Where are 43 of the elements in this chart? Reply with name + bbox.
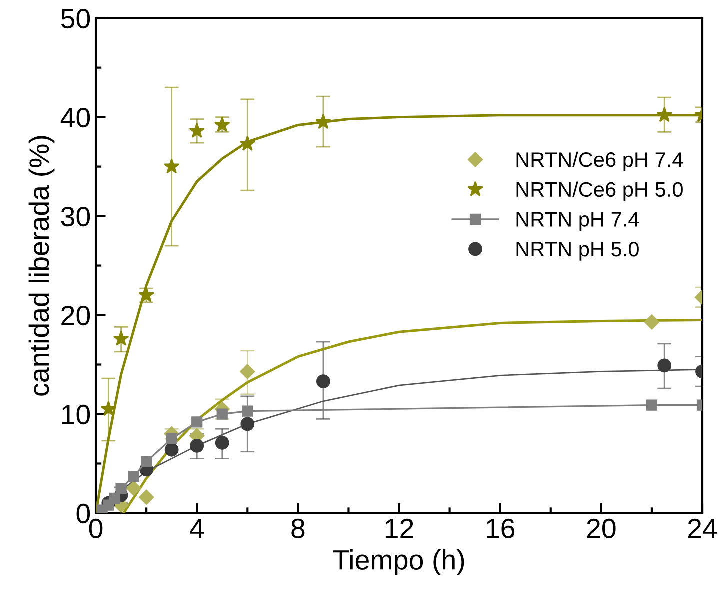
y-tick-label: 50: [61, 9, 90, 29]
point: [658, 358, 672, 373]
y-tick-label: 20: [62, 306, 90, 326]
legend-label: NRTN/Ce6 pH 5.0: [516, 182, 683, 202]
point: [164, 158, 180, 174]
x-tick-label: 20: [587, 518, 616, 539]
x-tick-label: 24: [688, 518, 718, 538]
y-tick-label: 40: [60, 108, 90, 128]
point: [644, 314, 660, 330]
point: [315, 114, 332, 130]
point: [141, 456, 152, 468]
point: [656, 107, 673, 122]
point: [128, 471, 140, 482]
y-axis-title: cantidad liberada (%): [28, 136, 55, 396]
point: [113, 330, 130, 346]
point: [646, 400, 658, 411]
point: [215, 436, 230, 450]
point: [138, 490, 154, 505]
point: [242, 406, 254, 417]
x-tick-label: 4: [190, 519, 204, 538]
x-tick-label: 16: [487, 518, 515, 539]
point: [100, 400, 117, 416]
legend-label: NRTN pH 7.4: [516, 212, 640, 232]
point: [316, 374, 330, 389]
point: [189, 122, 206, 138]
x-tick-label: 12: [386, 518, 414, 538]
point: [240, 417, 255, 432]
legend-label: NRTN pH 5.0: [516, 242, 639, 261]
y-tick-label: 30: [61, 206, 90, 227]
y-tick-label: 10: [62, 404, 90, 425]
y-tick-label: 0: [76, 504, 90, 524]
point: [216, 408, 228, 420]
x-axis-title: Tiempo (h): [333, 550, 464, 576]
point: [126, 480, 142, 496]
point: [164, 442, 179, 457]
point: [240, 136, 256, 151]
legend-label: NRTN/Ce6 pH 7.4: [516, 152, 684, 172]
point: [192, 416, 203, 428]
x-tick-label: 8: [292, 518, 305, 539]
x-tick-label: 0: [89, 518, 103, 539]
point: [190, 438, 204, 453]
point: [240, 364, 256, 380]
point: [166, 433, 178, 445]
